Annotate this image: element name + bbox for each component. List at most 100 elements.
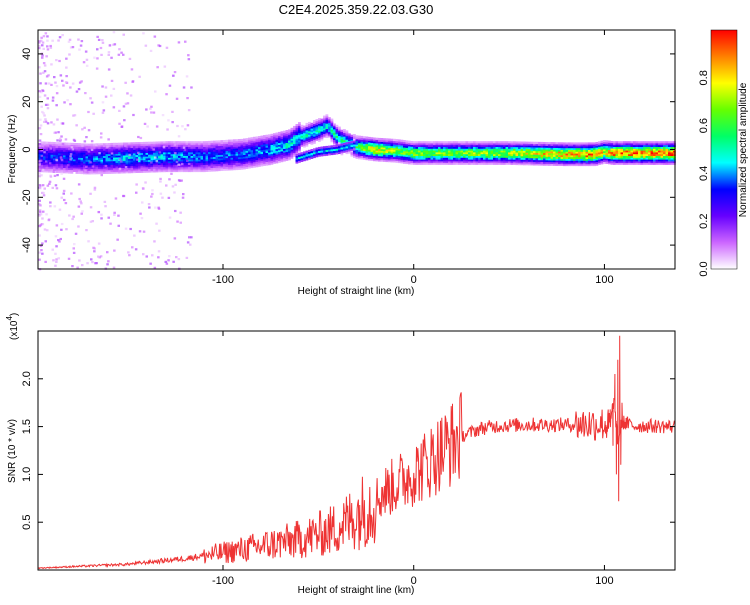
heatmap-cell — [233, 168, 236, 171]
heatmap-cell — [475, 152, 479, 155]
heatmap-noise-cell — [72, 247, 75, 250]
heatmap-cell — [73, 144, 76, 147]
heatmap-cell — [290, 133, 294, 136]
heatmap-cell — [80, 154, 84, 157]
heatmap-cell — [558, 145, 561, 149]
heatmap-cell — [283, 130, 286, 133]
heatmap-cell — [628, 160, 631, 164]
heatmap-cell — [303, 125, 306, 128]
heatmap-cell — [268, 163, 271, 166]
heatmap-cell — [260, 153, 264, 156]
y-tick-label: 40 — [21, 48, 33, 60]
heatmap-cell — [373, 153, 376, 156]
heatmap-cell — [115, 144, 119, 147]
heatmap-cell — [293, 125, 296, 129]
heatmap-cell — [528, 161, 531, 164]
heatmap-cell — [53, 150, 56, 154]
heatmap-cell — [618, 155, 621, 158]
heatmap-cell — [85, 161, 89, 164]
heatmap-cell — [333, 152, 336, 155]
heatmap-cell — [335, 124, 339, 127]
heatmap-cell — [400, 161, 404, 164]
heatmap-cell — [475, 159, 479, 162]
heatmap-cell — [300, 157, 304, 161]
heatmap-cell — [593, 158, 596, 161]
heatmap-cell — [628, 141, 631, 144]
heatmap-noise-cell — [123, 169, 127, 172]
heatmap-cell — [475, 162, 479, 165]
heatmap-cell — [43, 146, 46, 150]
heatmap-cell — [238, 165, 241, 169]
heatmap-cell — [295, 138, 299, 141]
heatmap-cell — [53, 165, 56, 168]
heatmap-cell — [513, 159, 516, 162]
heatmap-cell — [248, 162, 251, 165]
heatmap-cell — [578, 156, 581, 159]
heatmap-noise-cell — [60, 159, 64, 162]
heatmap-cell — [358, 139, 361, 142]
heatmap-cell — [568, 144, 571, 147]
heatmap-cell — [48, 148, 51, 152]
heatmap-cell — [130, 158, 134, 161]
heatmap-cell — [603, 154, 606, 157]
heatmap-cell — [513, 157, 516, 160]
heatmap-noise-cell — [69, 86, 72, 89]
heatmap-cell — [510, 144, 514, 148]
heatmap-cell — [660, 150, 664, 153]
heatmap-cell — [278, 146, 281, 149]
heatmap-cell — [505, 146, 509, 149]
heatmap-cell — [543, 152, 546, 155]
heatmap-cell — [365, 136, 369, 139]
heatmap-noise-cell — [148, 206, 151, 209]
heatmap-cell — [510, 146, 514, 149]
heatmap-cell — [58, 151, 61, 154]
heatmap-cell — [188, 166, 191, 169]
heatmap-cell — [655, 157, 659, 160]
heatmap-cell — [658, 146, 661, 149]
heatmap-cell — [298, 132, 301, 136]
heatmap-noise-cell — [39, 124, 43, 127]
heatmap-cell — [175, 164, 179, 167]
heatmap-cell — [348, 138, 351, 141]
heatmap-cell — [533, 152, 536, 155]
heatmap-cell — [205, 162, 209, 165]
heatmap-cell — [660, 146, 664, 149]
heatmap-cell — [635, 146, 639, 149]
heatmap-cell — [645, 155, 649, 158]
heatmap-cell — [338, 135, 341, 138]
heatmap-cell — [438, 160, 441, 164]
heatmap-cell — [370, 142, 374, 145]
heatmap-cell — [563, 158, 566, 161]
heatmap-noise-cell — [42, 191, 45, 195]
heatmap-cell — [120, 142, 124, 145]
heatmap-cell — [415, 157, 419, 160]
heatmap-cell — [355, 137, 359, 140]
heatmap-cell — [355, 135, 359, 138]
heatmap-cell — [528, 163, 531, 166]
heatmap-noise-cell — [38, 213, 41, 216]
heatmap-cell — [153, 145, 156, 148]
heatmap-cell — [440, 150, 444, 153]
heatmap-cell — [110, 155, 114, 158]
heatmap-cell — [228, 150, 231, 153]
heatmap-cell — [383, 157, 386, 161]
heatmap-cell — [598, 141, 601, 144]
heatmap-cell — [50, 159, 54, 162]
heatmap-cell — [90, 152, 94, 155]
heatmap-noise-cell — [107, 216, 110, 219]
heatmap-cell — [223, 168, 226, 171]
heatmap-cell — [110, 169, 114, 172]
heatmap-cell — [643, 148, 646, 151]
heatmap-cell — [480, 144, 484, 147]
heatmap-cell — [573, 142, 576, 145]
heatmap-noise-cell — [51, 96, 55, 99]
heatmap-cell — [410, 142, 414, 145]
heatmap-noise-cell — [79, 200, 82, 203]
heatmap-cell — [378, 157, 381, 160]
heatmap-cell — [670, 150, 674, 153]
heatmap-cell — [605, 156, 609, 159]
heatmap-cell — [70, 157, 74, 160]
heatmap-cell — [620, 159, 624, 162]
heatmap-cell — [173, 160, 176, 164]
heatmap-cell — [245, 157, 249, 160]
